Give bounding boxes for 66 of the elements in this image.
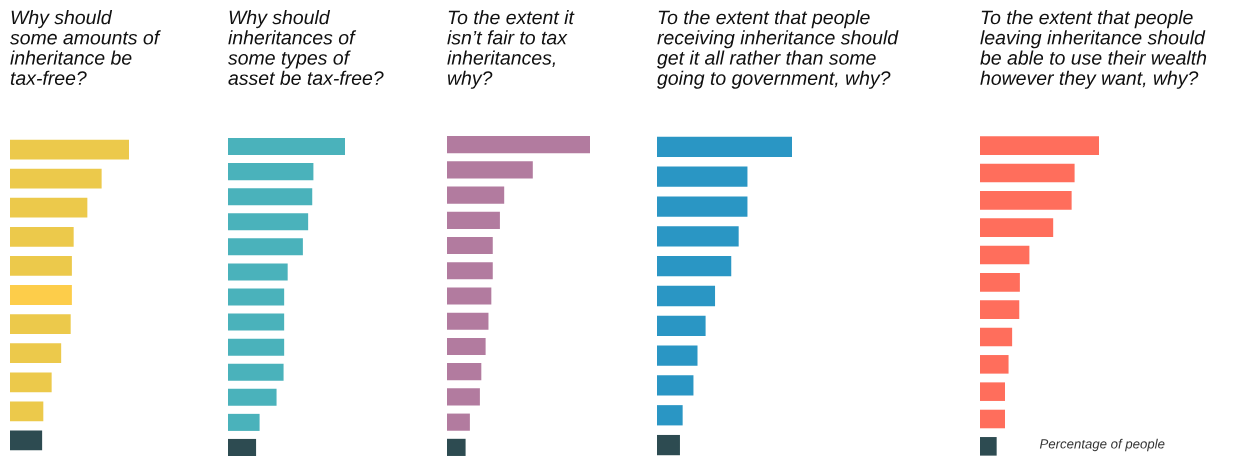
bar: [228, 413, 260, 431]
bar: [228, 313, 285, 331]
chart-title: To the extent that people receiving inheritance should get it all rather than some going to government, why?: [657, 10, 899, 89]
bar: [980, 409, 1005, 429]
bar: [657, 196, 748, 217]
bar: [657, 345, 698, 366]
bar: [447, 262, 493, 280]
bar: [980, 136, 1099, 155]
bar: [447, 186, 505, 204]
bar: [447, 236, 493, 255]
bar: [228, 213, 309, 231]
bar: [980, 191, 1072, 210]
bar: [447, 287, 492, 305]
bar: [980, 163, 1075, 183]
bar: [10, 314, 71, 334]
bar: [228, 238, 303, 256]
bar: [10, 285, 72, 305]
bar: [657, 375, 694, 396]
bar: [657, 166, 748, 187]
bar: [447, 363, 482, 381]
bar: [228, 163, 314, 181]
bar: [447, 312, 489, 330]
bar: [228, 388, 277, 406]
bar: [10, 139, 129, 160]
bar: [657, 315, 706, 336]
bar: [10, 343, 62, 364]
bar: [228, 338, 285, 356]
bar: [10, 197, 88, 218]
annotation: Percentage of people: [1039, 438, 1165, 452]
bar: [657, 434, 680, 456]
bar: [980, 273, 1020, 292]
chart-title: To the extent that people leaving inheritance should be able to use their wealth however they want, why?: [980, 10, 1207, 89]
bar: [228, 138, 345, 156]
bar: [10, 168, 102, 189]
bar: [447, 211, 500, 229]
chart-title: To the extent it isn’t fair to tax inheritances, why?: [447, 10, 575, 89]
bar: [10, 372, 52, 393]
bar: [228, 188, 313, 206]
chart-title: Why should some amounts of inheritance be tax-free?: [10, 10, 161, 85]
bar: [447, 388, 480, 406]
bar: [980, 382, 1005, 401]
bar: [228, 363, 284, 381]
bar: [980, 437, 997, 456]
bar: [657, 226, 739, 247]
bar: [228, 288, 285, 306]
bar: [447, 136, 590, 154]
bar: [980, 245, 1030, 265]
bar: [10, 430, 43, 451]
bar: [657, 405, 683, 426]
chart-title: Why should inheritances of some types of asset be tax-free?: [228, 10, 384, 85]
bar: [980, 327, 1013, 347]
bar: [657, 256, 732, 277]
bar: [447, 438, 466, 456]
bar: [447, 413, 470, 431]
bar: [447, 161, 533, 179]
bar: [980, 218, 1054, 237]
bar: [657, 136, 792, 158]
bar: [657, 285, 716, 307]
bar: [980, 300, 1020, 319]
bar: [980, 355, 1009, 374]
bar: [10, 401, 44, 422]
bar: [447, 337, 486, 356]
bar: [228, 438, 257, 456]
bar: [10, 256, 72, 276]
bar: [10, 226, 74, 247]
bar: [228, 263, 288, 281]
